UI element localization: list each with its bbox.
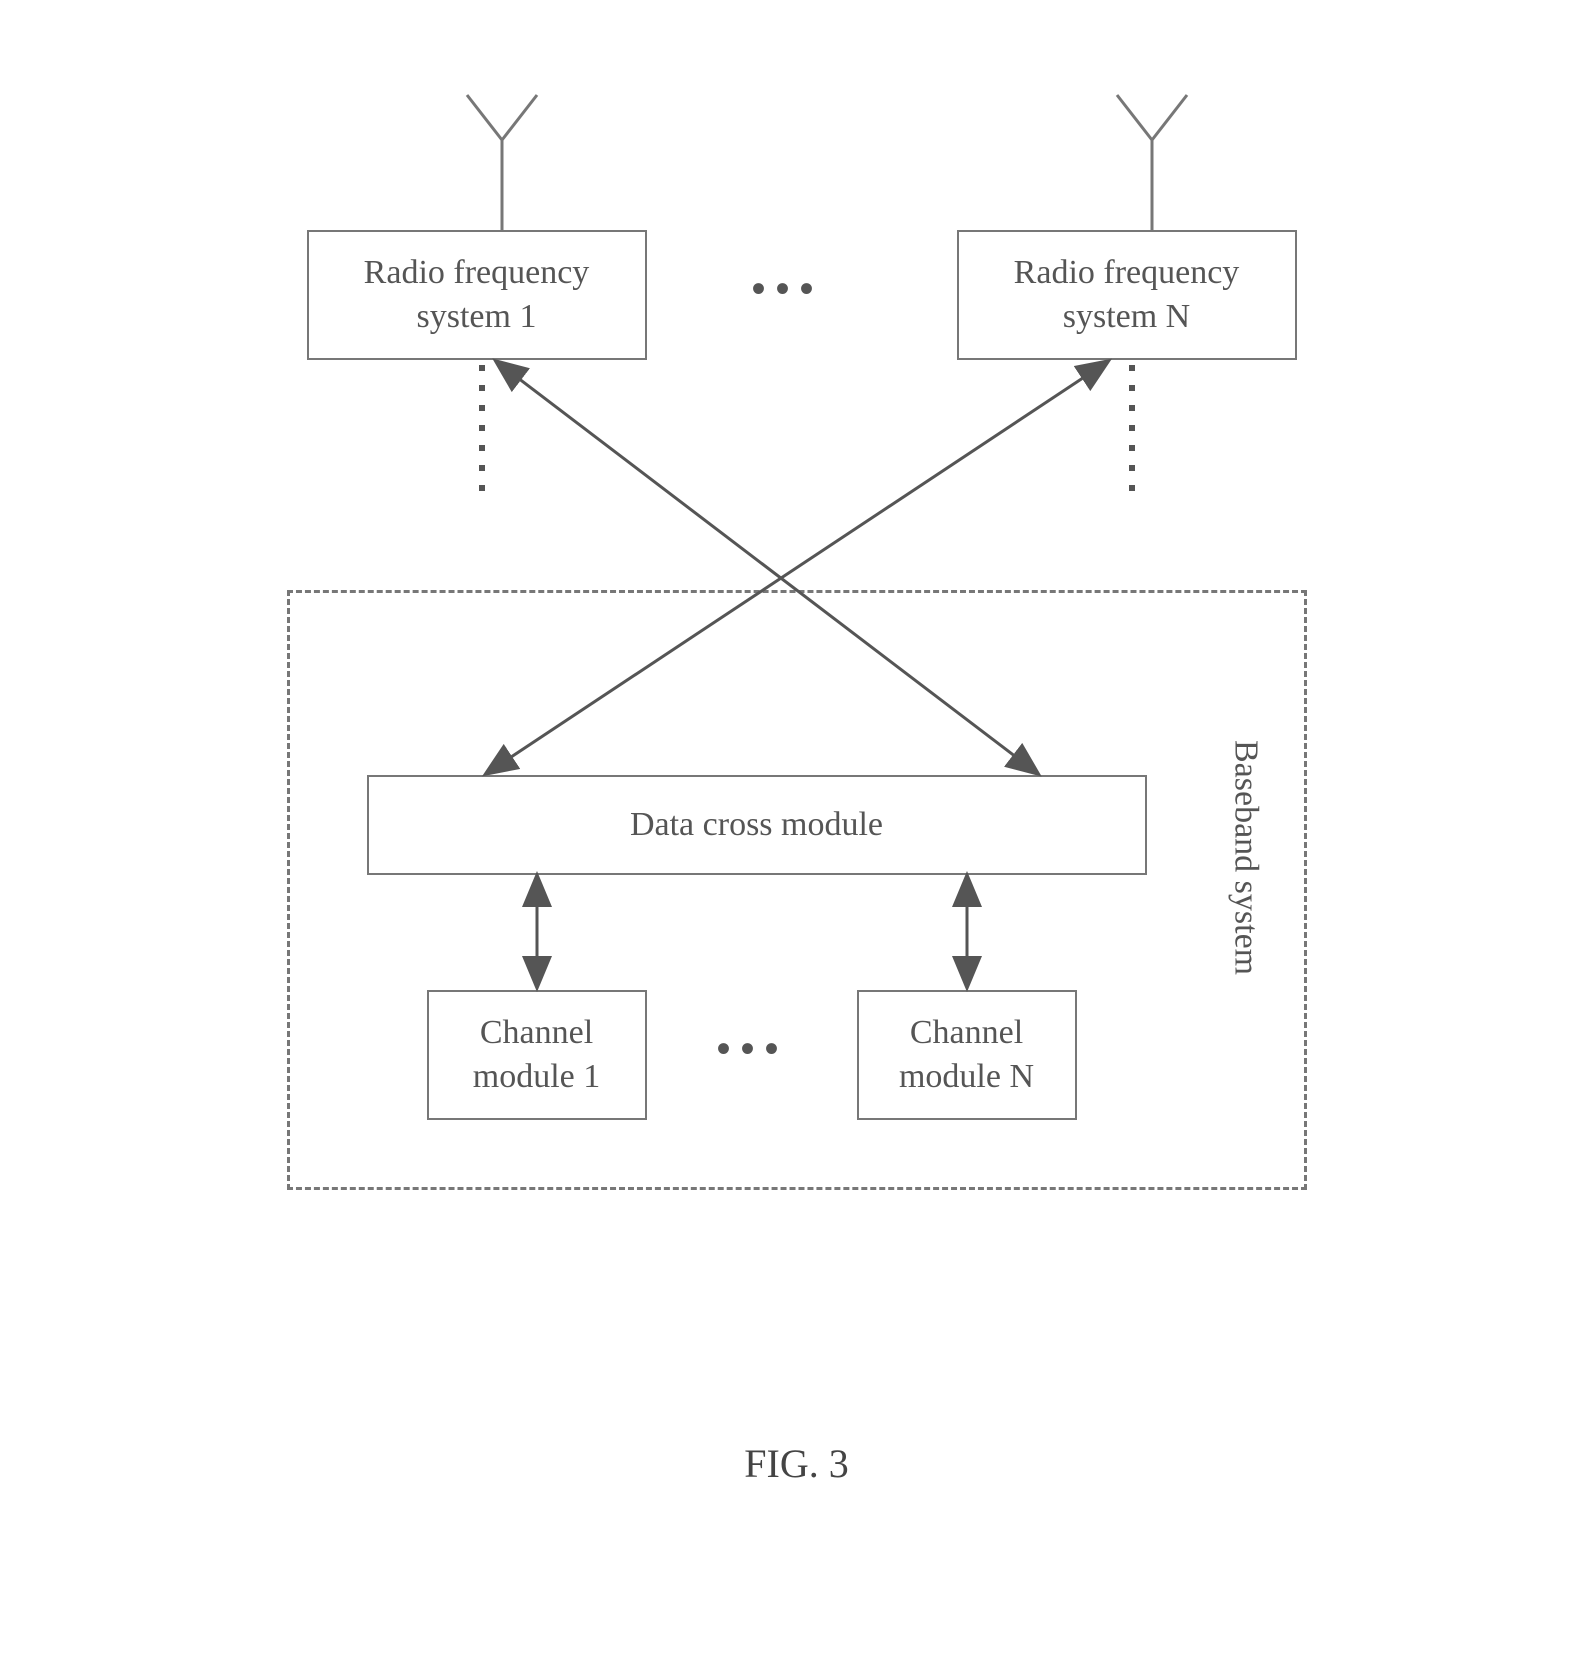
channel-module-n-box: Channel module N	[857, 990, 1077, 1120]
channel-module-1-box: Channel module 1	[427, 990, 647, 1120]
rf-system-1-label: Radio frequency system 1	[364, 251, 590, 339]
vdots-1	[472, 365, 492, 495]
figure-label: FIG. 3	[744, 1440, 848, 1487]
channel-module-1-label: Channel module 1	[473, 1011, 600, 1099]
data-cross-module-box: Data cross module	[367, 775, 1147, 875]
rf-system-n-label: Radio frequency system N	[1014, 251, 1240, 339]
antenna-n	[1102, 90, 1202, 230]
ellipsis-bottom: •••	[717, 1025, 789, 1072]
data-cross-module-label: Data cross module	[630, 803, 883, 847]
ellipsis-top: •••	[752, 265, 824, 312]
baseband-system-label: Baseband system	[1227, 740, 1265, 975]
rf-system-n-box: Radio frequency system N	[957, 230, 1297, 360]
antenna-1	[452, 90, 552, 230]
diagram-container: Radio frequency system 1 Radio frequency…	[197, 100, 1397, 1500]
rf-system-1-box: Radio frequency system 1	[307, 230, 647, 360]
channel-module-n-label: Channel module N	[899, 1011, 1034, 1099]
vdots-n	[1122, 365, 1142, 495]
